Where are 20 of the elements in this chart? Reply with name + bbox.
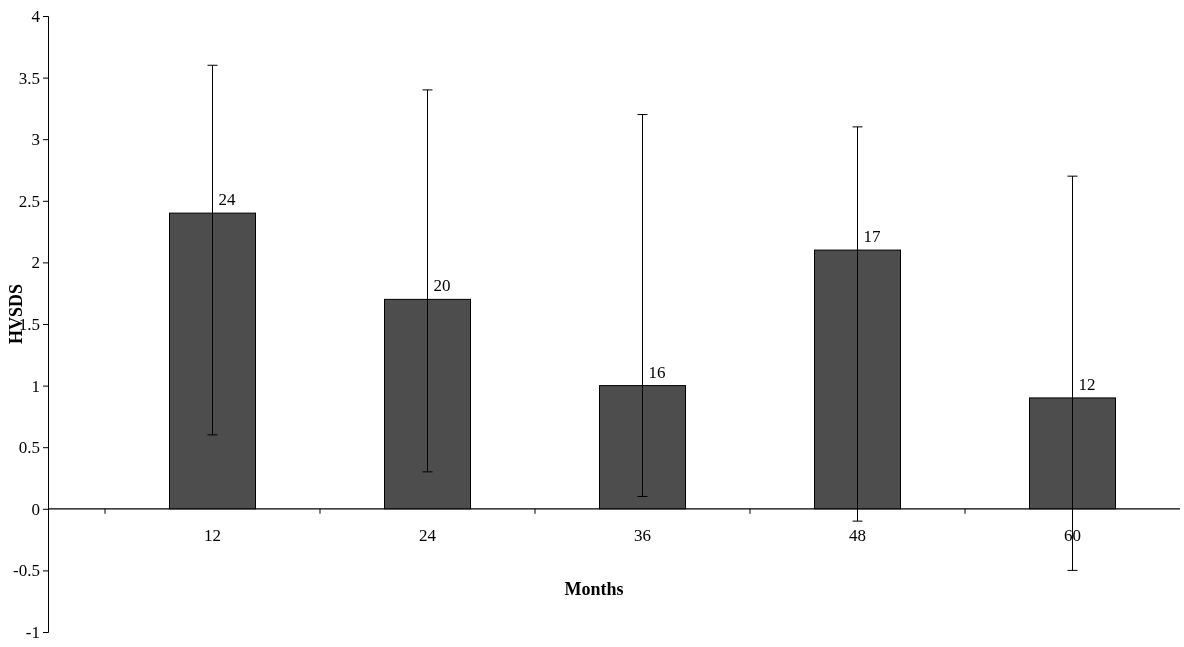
y-tick-label: 2 — [31, 253, 40, 273]
annotation: 24 — [218, 190, 236, 210]
annotation: 16 — [648, 362, 666, 382]
x-tick-label: 12 — [204, 525, 221, 545]
annotation: 12 — [1078, 374, 1096, 394]
x-tick-label: 48 — [849, 525, 866, 545]
x-tick-label: 36 — [634, 525, 651, 545]
y-tick-label: 0.5 — [18, 438, 40, 458]
y-tick-label: 4 — [31, 6, 41, 26]
annotation: 17 — [863, 227, 881, 247]
y-tick-label: 3.5 — [18, 68, 40, 88]
x-axis-title: Months — [564, 579, 624, 599]
y-tick-label: 2.5 — [18, 191, 40, 211]
annotation: 20 — [433, 276, 451, 296]
y-tick-label: 1 — [31, 376, 40, 396]
x-tick-label: 24 — [419, 525, 437, 545]
y-tick-label: 0 — [31, 499, 40, 519]
y-tick-label: 3 — [31, 130, 40, 150]
y-tick-label: -1 — [25, 622, 40, 642]
y-tick-label: -0.5 — [13, 561, 40, 581]
